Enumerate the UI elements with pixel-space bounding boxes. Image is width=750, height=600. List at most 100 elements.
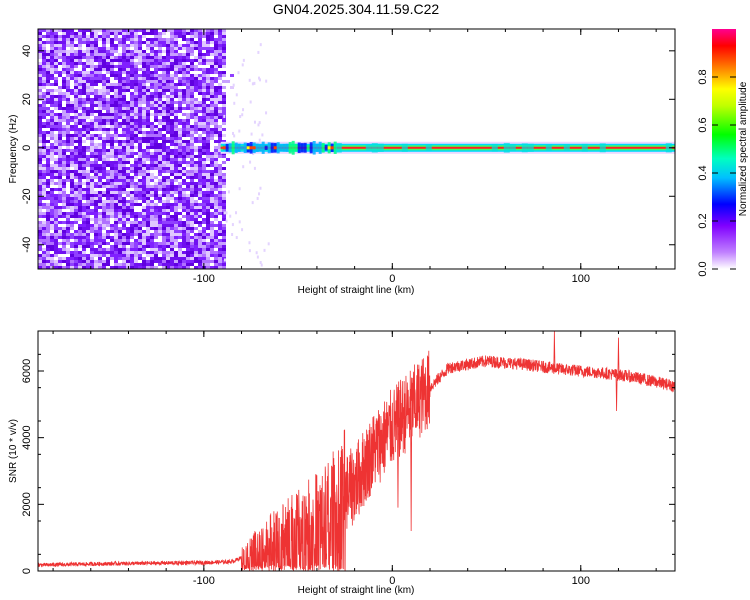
noise-cell <box>170 227 174 230</box>
noise-cell <box>114 185 118 188</box>
noise-cell <box>186 146 190 149</box>
noise-cell <box>70 107 74 110</box>
noise-cell <box>118 101 122 104</box>
noise-cell <box>126 185 130 188</box>
noise-cell <box>214 215 218 218</box>
noise-cell <box>146 233 150 236</box>
noise-cell <box>102 206 106 209</box>
noise-cell <box>253 81 256 85</box>
noise-cell <box>90 35 94 38</box>
noise-cell <box>70 173 74 176</box>
noise-cell <box>194 212 198 215</box>
noise-cell <box>106 53 110 56</box>
noise-cell <box>218 203 222 206</box>
noise-cell <box>54 62 58 65</box>
noise-cell <box>74 212 78 215</box>
noise-cell <box>242 108 245 112</box>
noise-cell <box>259 261 262 265</box>
noise-cell <box>186 257 190 260</box>
noise-cell <box>58 230 62 233</box>
noise-cell <box>42 131 46 134</box>
noise-cell <box>78 116 82 119</box>
noise-cell <box>198 158 202 161</box>
noise-cell <box>50 68 54 71</box>
noise-cell <box>54 83 58 86</box>
noise-cell <box>110 137 114 140</box>
noise-cell <box>174 239 178 242</box>
snr-y-axis-label: SNR (10 * v/v) <box>8 419 19 483</box>
noise-cell <box>142 35 146 38</box>
noise-cell <box>214 254 218 257</box>
noise-cell <box>158 170 162 173</box>
noise-cell <box>110 140 114 143</box>
noise-cell <box>158 44 162 47</box>
noise-cell <box>218 242 222 245</box>
noise-cell <box>206 110 210 113</box>
noise-cell <box>158 137 162 140</box>
carrier-blob <box>246 146 250 150</box>
noise-cell <box>70 44 74 47</box>
carrier-blob <box>309 142 313 154</box>
noise-cell <box>110 149 114 152</box>
noise-cell <box>174 167 178 170</box>
noise-cell <box>86 101 90 104</box>
noise-cell <box>78 218 82 221</box>
noise-cell <box>90 104 94 107</box>
noise-cell <box>166 182 170 185</box>
noise-cell <box>154 143 158 146</box>
noise-cell <box>150 242 154 245</box>
noise-cell <box>130 41 134 44</box>
noise-cell <box>82 53 86 56</box>
noise-cell <box>50 137 54 140</box>
noise-cell <box>142 200 146 203</box>
noise-cell <box>190 53 194 56</box>
noise-cell <box>118 203 122 206</box>
noise-cell <box>54 158 58 161</box>
noise-cell <box>158 86 162 89</box>
carrier-blob <box>300 143 304 153</box>
noise-cell <box>146 113 150 116</box>
carrier-blob <box>225 143 229 152</box>
noise-cell <box>90 119 94 122</box>
chart-title: GN04.2025.304.11.59.C22 <box>273 1 440 17</box>
noise-cell <box>114 140 118 143</box>
noise-cell <box>46 89 50 92</box>
noise-cell <box>106 188 110 191</box>
noise-cell <box>154 161 158 164</box>
noise-cell <box>218 227 222 230</box>
noise-cell <box>82 80 86 83</box>
noise-cell <box>42 260 46 263</box>
noise-cell <box>182 227 186 230</box>
noise-cell <box>178 134 182 137</box>
noise-cell <box>98 191 102 194</box>
noise-cell <box>106 149 110 152</box>
noise-cell <box>82 152 86 155</box>
noise-cell <box>118 38 122 41</box>
noise-cell <box>78 236 82 239</box>
colorbar-tick-label: 0.4 <box>697 165 709 180</box>
noise-cell <box>202 92 206 95</box>
noise-cell <box>54 125 58 128</box>
noise-cell <box>166 146 170 149</box>
noise-cell <box>154 176 158 179</box>
noise-cell <box>90 86 94 89</box>
noise-cell <box>110 50 114 53</box>
noise-cell <box>130 233 134 236</box>
noise-cell <box>190 35 194 38</box>
noise-cell <box>50 44 54 47</box>
noise-cell <box>190 50 194 53</box>
noise-cell <box>106 140 110 143</box>
noise-cell <box>198 176 202 179</box>
noise-cell <box>86 218 90 221</box>
noise-cell <box>70 221 74 224</box>
noise-cell <box>162 194 166 197</box>
noise-cell <box>146 140 150 143</box>
noise-cell <box>98 59 102 62</box>
noise-cell <box>54 215 58 218</box>
noise-cell <box>74 233 78 236</box>
noise-cell <box>218 155 222 158</box>
noise-cell <box>190 224 194 227</box>
noise-cell <box>114 266 118 269</box>
noise-cell <box>146 71 150 74</box>
noise-cell <box>58 179 62 182</box>
